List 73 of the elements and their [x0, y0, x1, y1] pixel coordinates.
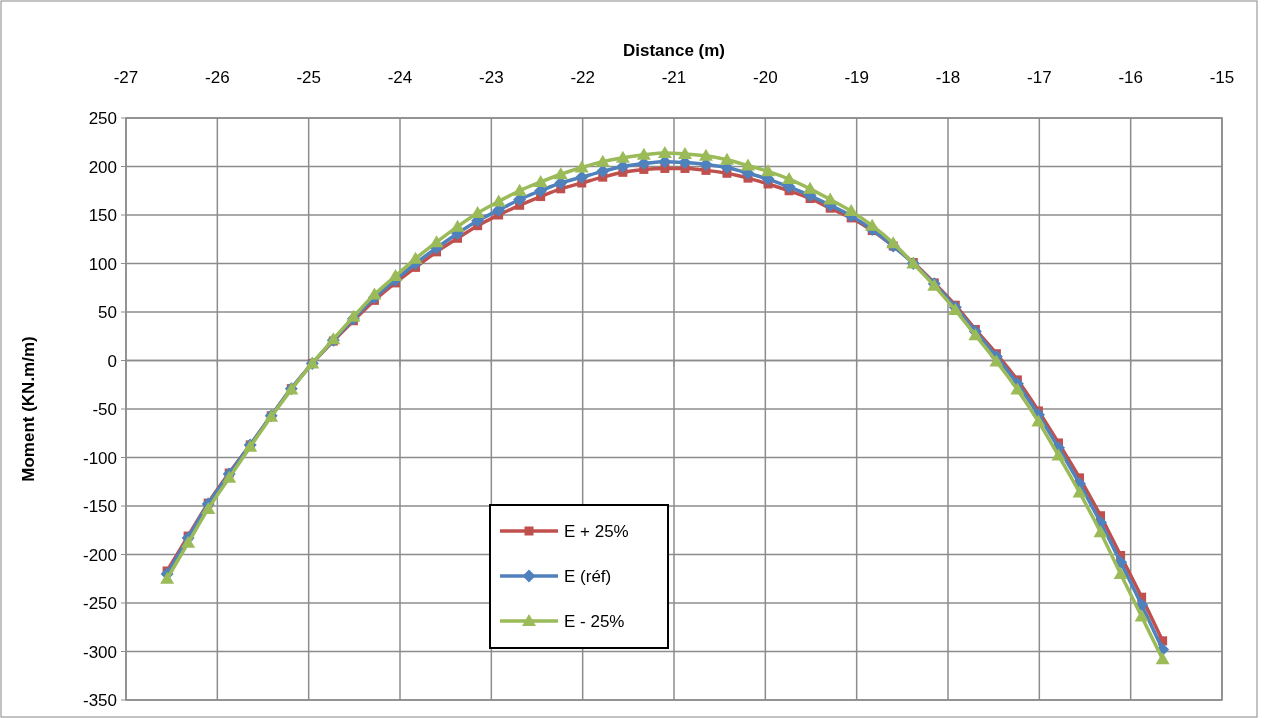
x-tick-label: -17 — [1027, 68, 1052, 87]
x-tick-label: -20 — [753, 68, 778, 87]
point — [429, 235, 444, 248]
point — [761, 164, 776, 177]
x-tick-label: -27 — [113, 68, 139, 87]
y-tick-label: 200 — [88, 157, 117, 177]
y-tick-label: -350 — [82, 691, 117, 710]
point — [346, 309, 361, 322]
y-tick-label: 50 — [98, 303, 117, 322]
x-axis-title: Distance (m) — [622, 41, 726, 60]
y-tick-label: -200 — [82, 545, 117, 565]
point — [719, 152, 734, 165]
point — [160, 571, 175, 584]
x-tick-label: -25 — [296, 68, 321, 87]
point — [201, 501, 216, 514]
point — [553, 167, 568, 180]
point — [1113, 566, 1128, 579]
point — [989, 354, 1004, 367]
legend-label: E (réf) — [564, 567, 612, 586]
point — [740, 158, 755, 171]
y-tick-label: -250 — [82, 594, 117, 613]
point — [596, 164, 610, 178]
point — [968, 328, 983, 341]
point — [803, 181, 818, 194]
y-tick-label: 100 — [88, 254, 117, 274]
y-tick-label: -100 — [82, 448, 117, 468]
point — [886, 236, 901, 249]
y-tick-label: 250 — [88, 109, 117, 128]
x-tick-label: -19 — [844, 68, 869, 87]
point — [575, 170, 589, 184]
point — [388, 269, 403, 282]
y-tick-label: -50 — [92, 400, 117, 419]
x-tick-label: -16 — [1118, 68, 1143, 87]
y-tick-label: 0 — [107, 351, 117, 371]
point — [181, 535, 196, 548]
point — [698, 148, 713, 161]
point — [844, 204, 859, 217]
x-tick-label: -26 — [205, 68, 230, 87]
point — [1051, 448, 1066, 461]
point — [1010, 382, 1025, 395]
y-tick-label: 150 — [88, 206, 117, 225]
point — [823, 192, 838, 205]
point — [636, 147, 651, 160]
x-tick-label: -23 — [479, 68, 504, 87]
point — [677, 146, 692, 159]
point — [408, 251, 423, 264]
x-tick-label: -24 — [387, 68, 413, 87]
point — [1072, 485, 1087, 498]
x-tick-label: -15 — [1209, 68, 1235, 87]
point — [1134, 609, 1149, 622]
point — [595, 154, 610, 167]
point — [865, 218, 880, 231]
x-tick-label: -22 — [570, 68, 595, 87]
point — [657, 145, 672, 158]
legend-label: E - 25% — [564, 612, 625, 631]
y-tick-label: -300 — [82, 642, 117, 662]
point — [470, 206, 485, 219]
point — [1093, 525, 1108, 538]
point — [782, 172, 797, 185]
point — [1031, 414, 1046, 427]
point — [512, 183, 527, 196]
point — [367, 287, 382, 300]
x-tick-label: -18 — [935, 68, 961, 87]
x-tick-label: -21 — [661, 68, 687, 87]
y-axis-title: Moment (KN.m/m) — [19, 336, 38, 482]
y-tick-label: -150 — [82, 497, 117, 516]
point — [450, 219, 465, 232]
point — [533, 175, 548, 188]
point — [1155, 652, 1170, 665]
legend-label: E + 25% — [564, 522, 629, 541]
point — [491, 194, 506, 207]
point — [574, 160, 589, 173]
point — [615, 150, 630, 163]
